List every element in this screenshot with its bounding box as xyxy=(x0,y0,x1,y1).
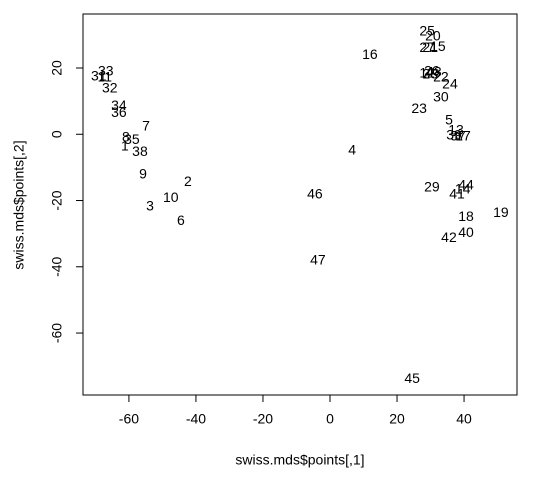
y-tick-label: -40 xyxy=(49,256,65,276)
y-tick-label: 0 xyxy=(49,130,65,138)
point-label: 41 xyxy=(449,186,465,202)
point-label: 1 xyxy=(121,138,129,154)
point-label: 42 xyxy=(441,229,457,245)
point-label: 24 xyxy=(442,76,458,92)
point-label: 14 xyxy=(455,181,471,197)
point-label: 22 xyxy=(433,69,449,85)
y-tick-label: -60 xyxy=(49,323,65,343)
point-label: 4 xyxy=(348,142,356,158)
point-label: 47 xyxy=(310,252,326,268)
point-label: 34 xyxy=(111,97,127,113)
point-label: 9 xyxy=(139,166,147,182)
point-label: 29 xyxy=(424,179,440,195)
point-label: 18 xyxy=(458,208,474,224)
point-label: 38 xyxy=(132,143,148,159)
point-label: 8 xyxy=(122,129,130,145)
point-label: 30 xyxy=(433,89,449,105)
point-label: 19 xyxy=(493,204,509,220)
point-label: 23 xyxy=(411,100,427,116)
x-tick-label: 40 xyxy=(456,411,472,427)
point-label: 15 xyxy=(430,38,446,54)
point-label: 26 xyxy=(424,63,440,79)
point-label: 16 xyxy=(362,46,378,62)
point-label: 12 xyxy=(419,65,435,81)
x-tick-label: -40 xyxy=(186,411,206,427)
point-label: 31 xyxy=(91,68,107,84)
x-tick-label: 0 xyxy=(326,411,334,427)
point-label: 35 xyxy=(124,131,140,147)
point-label: 37 xyxy=(450,128,466,144)
point-label: 32 xyxy=(102,80,118,96)
point-label: 5 xyxy=(445,112,453,128)
point-label: 2 xyxy=(184,173,192,189)
point-label: 21 xyxy=(422,39,438,55)
point-label: 7 xyxy=(142,118,150,134)
x-tick-label: 20 xyxy=(389,411,405,427)
point-label: 44 xyxy=(458,177,474,193)
y-tick-label: -20 xyxy=(49,190,65,210)
x-axis-title: swiss.mds$points[,1] xyxy=(235,452,364,468)
y-tick-label: 20 xyxy=(49,60,65,76)
point-label: 43 xyxy=(426,64,442,80)
point-label: 33 xyxy=(98,63,114,79)
point-label: 25 xyxy=(419,23,435,39)
point-label: 6 xyxy=(177,212,185,228)
point-label: 39 xyxy=(446,127,462,143)
point-label: 11 xyxy=(98,69,113,85)
point-label: 45 xyxy=(404,370,420,386)
point-label: 13 xyxy=(448,122,464,138)
point-label: 10 xyxy=(163,189,179,205)
point-label: 36 xyxy=(111,104,127,120)
point-label: 46 xyxy=(307,186,323,202)
point-label: 20 xyxy=(425,28,441,44)
x-tick-label: -20 xyxy=(253,411,273,427)
point-label: 40 xyxy=(458,224,474,240)
point-label: 17 xyxy=(455,128,471,144)
y-axis-title: swiss.mds$points[,2] xyxy=(11,140,27,269)
point-label: 3 xyxy=(146,198,154,214)
x-tick-label: -60 xyxy=(119,411,139,427)
point-label: 27 xyxy=(419,39,435,55)
point-label: 28 xyxy=(422,66,438,82)
